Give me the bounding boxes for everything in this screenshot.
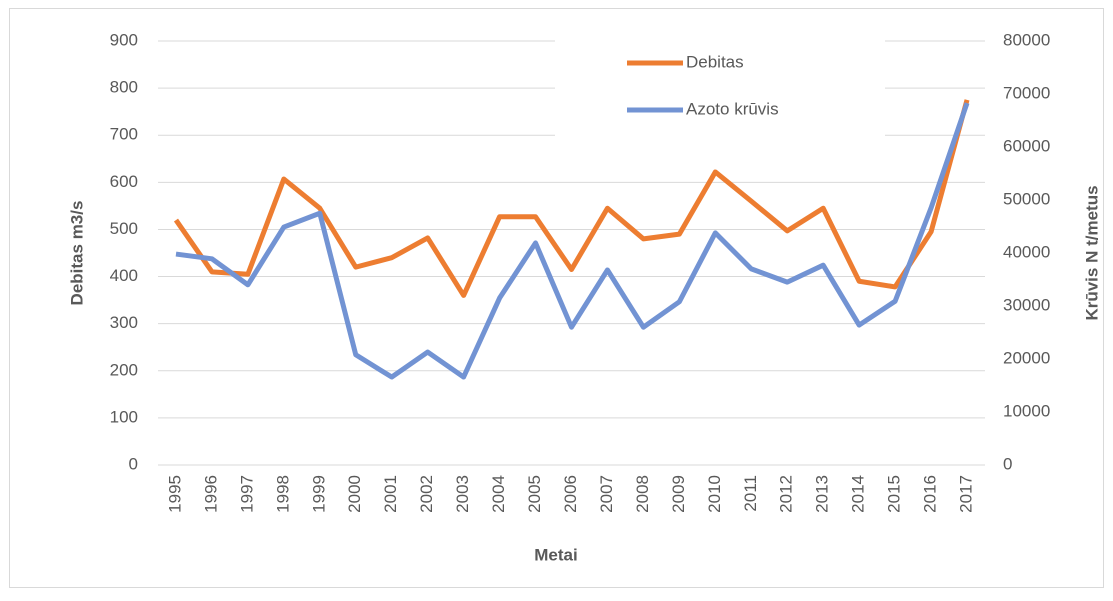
x-tick-label: 2012	[777, 475, 796, 513]
x-tick-label: 1997	[237, 475, 256, 513]
x-tick-label: 2007	[597, 475, 616, 513]
x-tick-label: 2011	[741, 475, 760, 512]
y-tick-label: 600	[110, 172, 138, 191]
y2-tick-label: 40000	[1003, 242, 1050, 261]
series-line	[173, 99, 970, 298]
y-tick-label: 900	[110, 30, 138, 49]
y2-tick-label: 30000	[1003, 295, 1050, 314]
x-tick-label: 2017	[957, 475, 976, 513]
x-tick-label: 1999	[309, 475, 328, 513]
legend: Debitas Azoto krūvis	[627, 52, 779, 118]
x-tick-label: 1995	[165, 475, 184, 513]
y2-tick-label: 70000	[1003, 83, 1050, 102]
y2-tick-label: 50000	[1003, 189, 1050, 208]
y2-tick-label: 10000	[1003, 401, 1050, 420]
y-tick-label: 300	[110, 313, 138, 332]
series-line	[175, 102, 970, 380]
legend-label: Debitas	[686, 52, 744, 71]
lines	[173, 99, 970, 380]
y-tick-label: 700	[110, 125, 138, 144]
legend-label: Azoto krūvis	[686, 99, 779, 118]
y-tick-label: 500	[110, 219, 138, 238]
x-tick-label: 2015	[885, 475, 904, 513]
y-tick-label: 800	[110, 78, 138, 97]
y2-tick-label: 60000	[1003, 136, 1050, 155]
y-tick-label: 100	[110, 407, 138, 426]
y-tick-label: 0	[129, 454, 138, 473]
x-tick-label: 2004	[489, 475, 508, 513]
x-tick-label: 2008	[633, 475, 652, 513]
x-tick-label: 2014	[849, 475, 868, 513]
y-axis-title: Debitas m3/s	[67, 201, 86, 306]
labels: 0 100 200 300 400 500 600 700 800 900 0 10000 20000 3…	[110, 30, 1051, 512]
x-tick-label: 2002	[417, 475, 436, 513]
legend-bg	[555, 40, 885, 140]
y2-tick-label: 0	[1003, 454, 1012, 473]
y2-tick-label: 20000	[1003, 348, 1050, 367]
x-tick-label: 1996	[201, 475, 220, 513]
x-axis-title: Metai	[534, 545, 577, 564]
x-tick-label: 2003	[453, 475, 472, 513]
x-tick-label: 2009	[669, 475, 688, 513]
x-tick-label: 2016	[921, 475, 940, 513]
x-tick-label: 2001	[381, 475, 400, 513]
y-tick-label: 200	[110, 360, 138, 379]
y-tick-label: 400	[110, 266, 138, 285]
x-tick-label: 2013	[813, 475, 832, 513]
y2-tick-label: 80000	[1003, 30, 1050, 49]
y2-axis-title: Krūvis N t/metus	[1082, 185, 1101, 320]
x-tick-label: 2010	[705, 475, 724, 513]
x-tick-label: 2000	[345, 475, 364, 513]
x-tick-label: 1998	[273, 475, 292, 513]
x-tick-label: 2006	[561, 475, 580, 513]
x-tick-label: 2005	[525, 475, 544, 513]
